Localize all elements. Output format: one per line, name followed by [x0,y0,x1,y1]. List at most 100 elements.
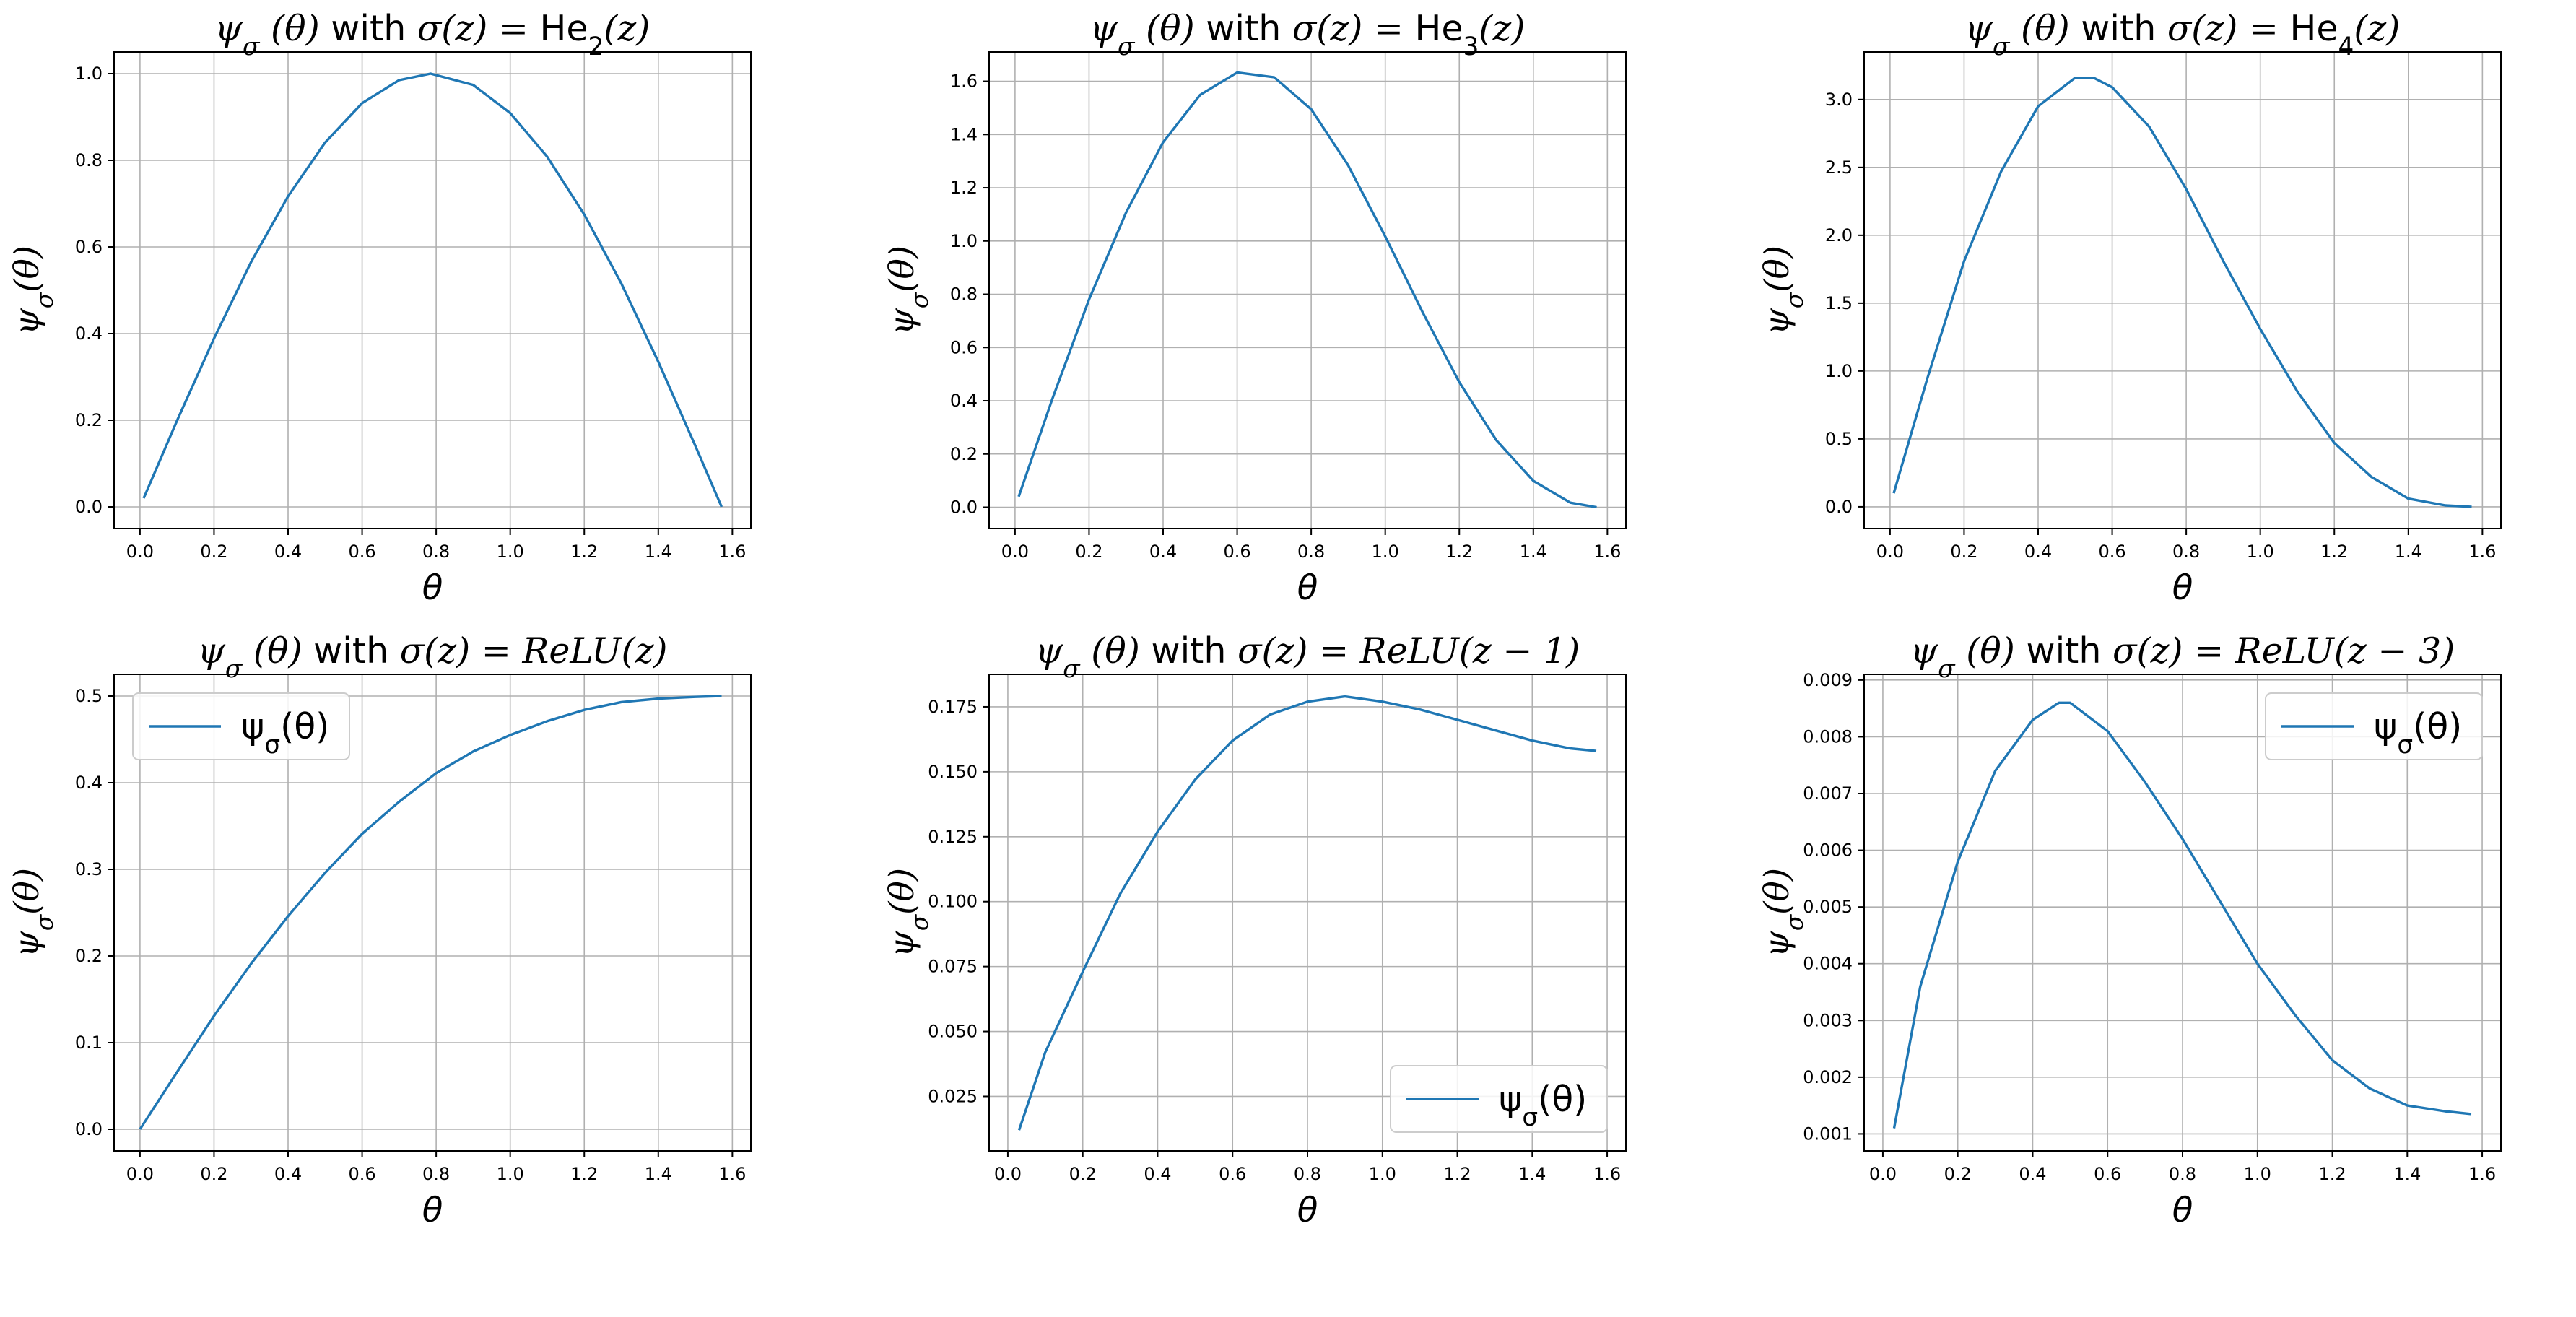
y-axis-label: ψσ(θ) [882,245,934,335]
y-axis-label: ψσ(θ) [1757,868,1809,957]
y-axis-label: ψσ(θ) [1757,245,1809,335]
y-tick-label: 0.0 [950,497,978,518]
x-tick-label: 1.0 [497,542,524,562]
x-tick-label: 1.6 [2468,1164,2496,1184]
y-tick-label: 0.0 [75,497,103,517]
y-tick-label: 0.006 [1803,840,1853,861]
x-tick-label: 1.0 [2244,1164,2271,1184]
y-tick-label: 0.002 [1803,1067,1853,1087]
x-tick-label: 0.2 [1950,542,1977,562]
axes-frame [1863,51,2502,529]
x-tick-label: 1.6 [1593,1164,1621,1184]
y-tick-label: 0.4 [950,391,978,411]
subplot-2: 0.0 0.2 0.4 0.6 0.8 1.0 1.2 1.4 1.6 0.0 0.2 0.4 0.6 0… [882,8,1627,608]
x-axis-label: θ [1297,568,1318,608]
x-tick-label: 0.0 [1876,542,1904,562]
chart-title: ψσ (θ) with σ(z) = He2(z) [215,8,650,61]
x-tick-label: 0.6 [1223,542,1250,562]
y-tick-label: 0.004 [1803,954,1853,974]
y-tick-label: 0.5 [75,686,103,706]
x-axis-label: θ [422,1191,443,1230]
y-tick-label: 0.150 [928,762,978,782]
y-tick-label: 0.4 [75,773,103,793]
series-line [1892,77,2472,508]
y-axis-label: ψσ(θ) [7,245,58,335]
axes-frame [1863,674,2502,1152]
x-tick-label: 1.6 [718,542,746,562]
x-tick-label: 0.6 [2098,542,2125,562]
y-tick-label: 0.050 [928,1022,978,1042]
y-tick-label: 0.075 [928,957,978,977]
x-tick-label: 1.0 [1372,542,1399,562]
subplot-1: 0.0 0.2 0.4 0.6 0.8 1.0 1.2 1.4 1.6 0.0 0.2 0.4 0.6 0… [7,8,752,608]
x-tick-label: 0.2 [1944,1164,1972,1184]
subplot-4: 0.0 0.2 0.4 0.6 0.8 1.0 1.2 1.4 1.6 0.0 0.1 0.2 0.3 0… [7,630,752,1230]
x-tick-label: 0.0 [1869,1164,1897,1184]
x-tick-label: 0.4 [274,1164,302,1184]
axes-frame [113,51,752,529]
y-tick-label: 1.2 [950,178,978,198]
y-tick-label: 0.125 [928,827,978,847]
series-line [1892,701,2472,1129]
y-tick-label: 0.8 [75,150,103,170]
y-tick-label: 0.007 [1803,783,1853,804]
y-tick-label: 2.0 [1825,225,1853,245]
y-tick-label: 0.4 [75,323,103,344]
series-line [1017,71,1597,509]
axes-frame [988,674,1627,1152]
x-tick-label: 1.4 [645,542,672,562]
series-line [139,695,722,1130]
x-tick-label: 0.8 [422,1164,450,1184]
y-tick-label: 3.0 [1825,90,1853,110]
x-tick-label: 0.4 [2019,1164,2046,1184]
x-tick-label: 1.4 [1520,542,1547,562]
y-tick-label: 0.8 [950,284,978,305]
x-tick-label: 1.2 [1445,542,1473,562]
y-tick-label: 1.4 [950,124,978,144]
y-tick-label: 1.5 [1825,293,1853,313]
y-tick-label: 0.005 [1803,897,1853,917]
x-axis-label: θ [422,568,443,608]
x-tick-label: 0.6 [2094,1164,2121,1184]
x-tick-label: 1.6 [1593,542,1621,562]
y-tick-label: 0.3 [75,859,103,879]
y-tick-label: 1.0 [75,64,103,84]
legend: ψσ(θ) [1390,1065,1608,1133]
y-tick-label: 1.0 [1825,361,1853,381]
x-tick-label: 1.2 [2320,542,2348,562]
chart-title: ψσ (θ) with σ(z) = He4(z) [1965,8,2401,61]
x-tick-label: 1.4 [2395,542,2422,562]
legend-box [2265,692,2483,760]
axes-frame [988,51,1627,529]
legend-label: ψσ(θ) [2374,706,2462,760]
x-tick-label: 1.6 [2468,542,2496,562]
y-tick-label: 0.100 [928,892,978,912]
x-tick-label: 0.2 [200,1164,227,1184]
legend-box [1390,1065,1608,1133]
y-tick-label: 0.6 [75,237,103,257]
x-axis-label: θ [1297,1191,1318,1230]
x-tick-label: 0.8 [2169,1164,2196,1184]
x-tick-label: 0.0 [1001,542,1029,562]
legend-label: ψσ(θ) [241,706,329,760]
x-tick-label: 0.8 [422,542,450,562]
y-tick-label: 0.2 [950,444,978,464]
x-tick-label: 1.0 [1369,1164,1396,1184]
x-tick-label: 0.0 [126,542,154,562]
x-tick-label: 0.2 [1069,1164,1097,1184]
y-tick-label: 0.6 [950,337,978,357]
y-tick-label: 2.5 [1825,157,1853,178]
series-line [142,72,723,508]
y-tick-label: 1.0 [950,231,978,251]
x-tick-label: 0.4 [2024,542,2052,562]
chart-title: ψσ (θ) with σ(z) = ReLU(z − 1) [1035,630,1580,684]
y-tick-label: 0.2 [75,410,103,430]
x-tick-label: 1.0 [497,1164,524,1184]
x-tick-label: 0.8 [1297,542,1325,562]
y-tick-label: 0.1 [75,1033,103,1053]
y-tick-label: 0.009 [1803,670,1853,690]
subplot-6: 0.0 0.2 0.4 0.6 0.8 1.0 1.2 1.4 1.6 0.001 0.002 0.0… [1757,630,2502,1230]
x-tick-label: 1.4 [2393,1164,2421,1184]
x-tick-label: 0.6 [348,542,375,562]
